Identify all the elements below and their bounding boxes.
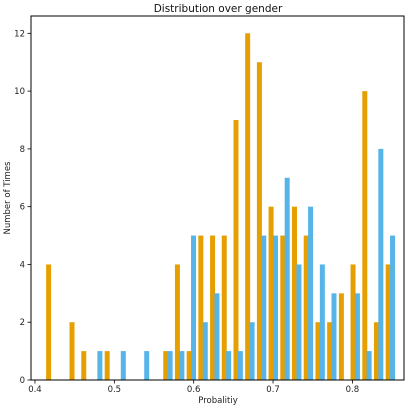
bar-series1-22 [362,91,368,381]
bar-series1-4 [104,351,110,380]
y-tick-label: 8 [20,145,25,155]
bar-series1-12 [245,33,251,380]
bar-series2-19 [354,293,360,380]
x-tick-label: 0.4 [28,385,42,395]
x-axis-label: Probalitiy [198,396,238,406]
bar-series2-11 [249,322,255,380]
bar-series1-19 [327,322,333,380]
bar-series2-1 [97,351,103,380]
bar-series2-18 [331,293,337,380]
x-axis: 0.4 0.5 0.6 0.7 0.8 [28,380,359,395]
x-tick-label: 0.7 [266,385,280,395]
y-tick-label: 4 [20,260,25,270]
bar-series1-10 [221,235,227,380]
plot-frame [30,15,405,381]
bar-series1-11 [233,120,239,380]
bar-series1-18 [315,322,321,380]
y-tick-label: 6 [20,203,25,213]
bar-series2-2 [120,351,126,380]
bar-series1-13 [256,62,262,380]
bar-series2-6 [191,235,197,380]
bar-series2-22 [390,235,396,380]
bar-series2-4 [167,351,173,380]
y-tick-label: 2 [20,318,25,328]
bar-series2-17 [319,264,325,380]
bar-series2-14 [284,177,290,380]
bar-series2-15 [296,264,302,380]
bar-series1-17 [303,235,309,380]
bar-series1-9 [210,235,216,380]
bar-series2-16 [308,206,314,380]
x-tick-label: 0.6 [187,385,201,395]
bar-series1-8 [198,235,204,380]
y-tick-label: 0 [20,376,25,386]
bar-series1-23 [373,322,379,380]
y-tick-label: 12 [14,29,25,39]
bar-series1-5 [163,351,169,380]
bar-series2-5 [179,351,185,380]
bar-series1-1 [46,264,52,380]
chart-title: Distribution over gender [154,3,283,15]
bar-series1-2 [69,322,75,380]
bar-series2-12 [261,235,267,380]
y-tick-label: 10 [14,87,25,97]
bar-series2-9 [226,351,232,380]
y-axis: 0 2 4 6 8 10 12 [14,29,31,386]
bar-series1-7 [186,351,192,380]
bar-series1-14 [268,206,274,380]
bar-series2-21 [378,148,384,380]
bar-series2-20 [366,351,372,380]
bar-series1-21 [350,264,356,380]
bar-series1-20 [338,293,344,380]
bar-series1-3 [81,351,87,380]
bar-series2-13 [273,235,279,380]
bar-series1-16 [291,206,297,380]
bar-series2-3 [144,351,150,380]
bar-series1-24 [385,264,391,380]
y-axis-label: Number of Times [3,161,13,235]
bar-series2-10 [237,351,243,380]
bar-series2-8 [214,293,220,380]
x-tick-label: 0.8 [346,385,360,395]
bar-series1-15 [280,235,286,380]
bar-series1-6 [174,264,180,380]
bars-layer [46,33,396,381]
x-tick-label: 0.5 [108,385,122,395]
bar-series2-7 [202,322,208,380]
